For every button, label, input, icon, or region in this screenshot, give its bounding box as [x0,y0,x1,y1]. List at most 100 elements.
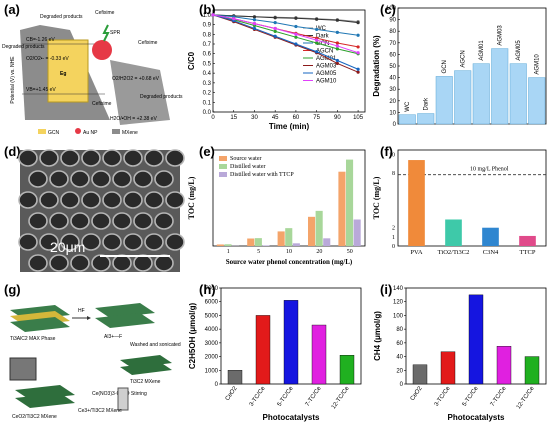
sem-pore [91,254,111,272]
x-tick-label: CeO2 [410,385,424,402]
label-washed: Washed and sonicated [130,342,181,348]
y-tick-label: 2000 [205,355,219,361]
label-vb: VB=+1.45 eV [26,87,56,93]
data-point-agm10 [315,38,319,42]
label-ce3-mxene: Ce3+/Ti3C2 MXene [78,408,122,414]
sem-pore [60,149,80,167]
x-tick-label: 1 [227,249,230,255]
y-tick-label: 6000 [205,300,219,306]
legend-swatch-0 [219,156,227,161]
sem-pore [39,191,59,209]
data-point-agm10 [232,17,236,21]
y-tick-label: 5000 [205,313,219,319]
y-tick-label: 10 [389,110,396,116]
sem-pore [102,149,122,167]
data-point-agm05 [335,58,339,63]
legend-gcn-swatch [38,129,46,134]
y-tick-label: 3000 [205,341,219,347]
y-tick-label: 0.5 [203,61,212,67]
sem-pore [165,233,185,251]
sem-pore [154,170,174,188]
bar-3 [496,346,512,385]
bar-dark [417,113,435,125]
x-tick-label: 75 [313,115,320,121]
panel-a-schematic: (a) Potential (V) vs. NHE Degraded produ… [2,2,183,136]
y-tick-label: 0.2 [203,91,212,97]
sem-pore [123,149,143,167]
bar-wc [398,114,416,125]
y-tick-label: 1.0 [203,13,212,19]
y-tick-label: 0 [392,244,395,250]
label-degraded-2: Degraded products [2,44,45,50]
sem-pore [123,191,143,209]
sem-pore [18,149,38,167]
bar-20-1 [315,210,323,246]
bar-0 [412,364,428,385]
legend-label-agcn: AGCN [316,49,333,55]
sem-pore [49,254,69,272]
data-point-agcn [335,41,339,45]
panel-b-chart: (b) 0 15 30 45 60 75 90 105 0.0 0.1 0.2 0.3 0.4 0.5 0.… [187,2,366,131]
legend-label-agm01: AGM01 [316,56,337,62]
y-tick-label: 1 [392,235,395,241]
sem-pore [154,212,174,230]
series-line-agm05 [212,14,359,70]
x-axis-label: Source water phenol concentration (mg/L) [226,258,353,266]
threshold-label: 10 mg/L Phenol [470,167,509,173]
bar-1 [440,351,456,385]
y-tick-label: 40 [396,355,403,361]
label-max-phase: Ti3AlC2 MAX Phase [10,336,56,342]
legend-label-wc: WC [316,26,327,32]
sem-pore [18,233,38,251]
label-degraded-1: Degraded products [40,14,83,20]
y-tick-label: 8 [392,171,395,177]
y-tick-label: 80 [396,327,403,333]
sem-pore [133,254,153,272]
inset-sem-thumbnail [9,357,37,381]
data-point-agm05 [273,34,277,38]
ceo2-mxene-stack [15,385,75,408]
legend-label-2: Distilled water with TTCP [230,172,294,178]
panel-e-letter: (e) [199,144,215,159]
sem-pore [70,212,90,230]
bar-label-agm01: AGM01 [479,40,485,61]
bar-label-agm10: AGM10 [535,54,541,75]
legend-label-gcn: GCN [316,41,329,47]
y-tick-label: 20 [389,99,396,105]
data-point-agm03 [356,70,360,74]
x-tick-label: 0 [211,115,215,121]
y-tick-label: 0.6 [203,52,212,58]
panel-f-chart: (f) TOC (mg/L) 0 1 2 8 10 10 mg/L Phenol PVA TiO… [372,144,547,256]
x-tick-label: 5-TC/Ce [277,385,295,408]
panel-g-scheme: (g) Ti3AlC2 MAX Phase HF Al3+—F Washed a… [4,282,181,420]
panel-a-ylabel: Potential (V) vs. NHE [10,56,16,104]
label-eg: Eg [60,71,66,77]
sem-pore [28,254,48,272]
sem-pore [49,170,69,188]
data-point-agm10 [211,13,215,17]
y-tick-label: 50 [389,64,396,70]
legend-mxene: MXene [122,130,138,136]
x-tick-label: 50 [347,249,353,255]
y-tick-label: 2 [392,226,395,232]
y-tick-label: 60 [396,341,403,347]
bar-2 [482,227,499,246]
au-nanoparticle [92,40,112,60]
data-point-gcn [356,33,360,37]
x-tick-label: TiO2/Ti3C2 [438,249,470,256]
bar-1 [445,219,462,246]
x-axis-label: Photocatalysts [263,413,320,422]
data-point-agm03 [335,61,339,66]
sem-pore [81,149,101,167]
series-line-agm03 [212,14,359,73]
data-point-agm01 [335,47,339,51]
label-o2h2o2: O2/H2O2 = +0.68 eV [112,76,160,82]
y-tick-label: 0.4 [203,71,212,77]
x-tick-label: 90 [334,115,341,121]
panel-i-chart: (i) 0 20 40 60 80 100 120 140 CH4 (μmol/g) CeO2 3-… [373,282,547,422]
y-tick-label: 0 [393,122,397,128]
legend-label-agm03: AGM03 [316,64,337,70]
x-tick-label: 60 [293,115,300,121]
sem-pore [144,191,164,209]
label-ceo2-mxene: CeO2/Ti3C2 MXene [12,414,57,420]
